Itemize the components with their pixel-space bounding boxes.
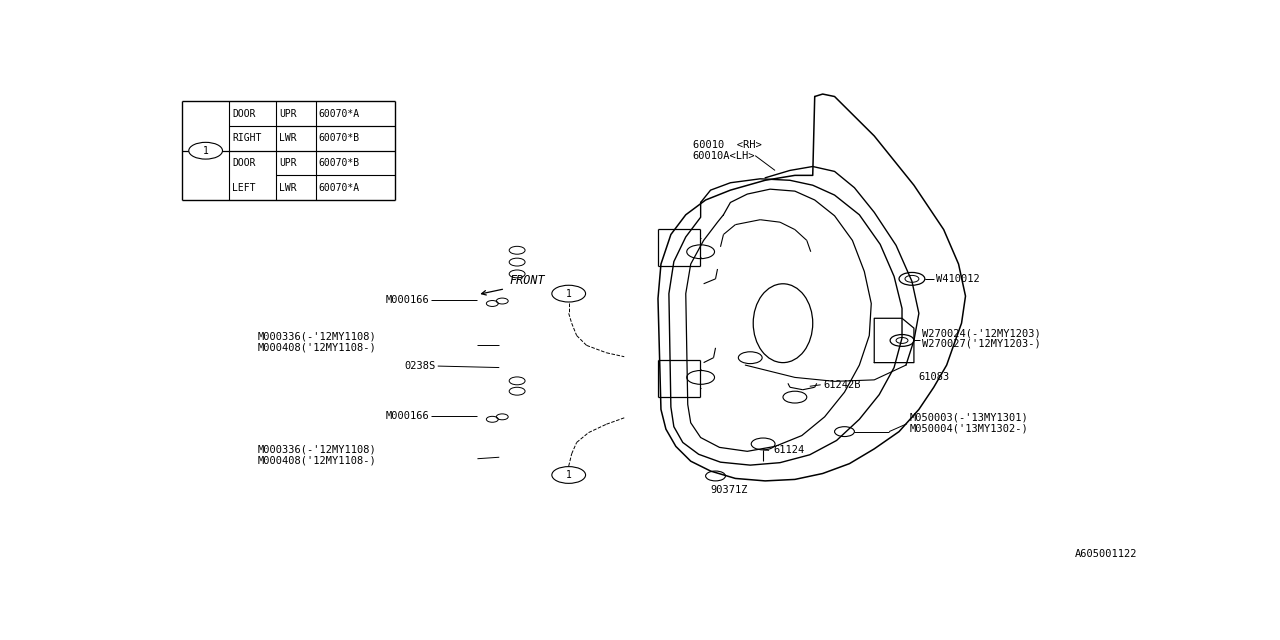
Text: W410012: W410012 xyxy=(936,274,979,284)
Text: DOOR: DOOR xyxy=(233,109,256,119)
Text: 61083: 61083 xyxy=(918,372,950,383)
Text: LWR: LWR xyxy=(279,182,297,193)
Text: LWR: LWR xyxy=(279,133,297,143)
Text: 60070*B: 60070*B xyxy=(319,133,360,143)
Text: M000408('12MY1108-): M000408('12MY1108-) xyxy=(257,342,376,353)
Text: RIGHT: RIGHT xyxy=(233,133,262,143)
Text: 1: 1 xyxy=(202,146,209,156)
Text: W270024(-'12MY1203): W270024(-'12MY1203) xyxy=(922,328,1041,338)
Circle shape xyxy=(552,285,585,302)
Text: 61242B: 61242B xyxy=(823,380,861,390)
Text: M000166: M000166 xyxy=(387,294,430,305)
Text: 0238S: 0238S xyxy=(404,361,435,371)
Text: UPR: UPR xyxy=(279,109,297,119)
Text: M000336(-'12MY1108): M000336(-'12MY1108) xyxy=(257,332,376,342)
Text: W270027('12MY1203-): W270027('12MY1203-) xyxy=(922,339,1041,349)
Text: LEFT: LEFT xyxy=(233,182,256,193)
Circle shape xyxy=(188,142,223,159)
Text: 60010A<LH>: 60010A<LH> xyxy=(692,150,755,161)
Text: M000408('12MY1108-): M000408('12MY1108-) xyxy=(257,456,376,466)
Text: 60070*A: 60070*A xyxy=(319,182,360,193)
Text: FRONT: FRONT xyxy=(509,274,545,287)
Text: UPR: UPR xyxy=(279,158,297,168)
Text: 1: 1 xyxy=(566,470,572,480)
Text: 61124: 61124 xyxy=(773,445,804,455)
Text: 60010  <RH>: 60010 <RH> xyxy=(692,140,762,150)
Text: 1: 1 xyxy=(566,289,572,299)
Text: 90371Z: 90371Z xyxy=(710,484,748,495)
Text: A605001122: A605001122 xyxy=(1075,548,1137,559)
Text: M000336(-'12MY1108): M000336(-'12MY1108) xyxy=(257,445,376,455)
Text: 60070*B: 60070*B xyxy=(319,158,360,168)
Text: 60070*A: 60070*A xyxy=(319,109,360,119)
Circle shape xyxy=(552,467,585,483)
Text: M050003(-'13MY1301): M050003(-'13MY1301) xyxy=(910,413,1029,423)
Text: M050004('13MY1302-): M050004('13MY1302-) xyxy=(910,424,1029,434)
Text: M000166: M000166 xyxy=(387,411,430,421)
Text: DOOR: DOOR xyxy=(233,158,256,168)
